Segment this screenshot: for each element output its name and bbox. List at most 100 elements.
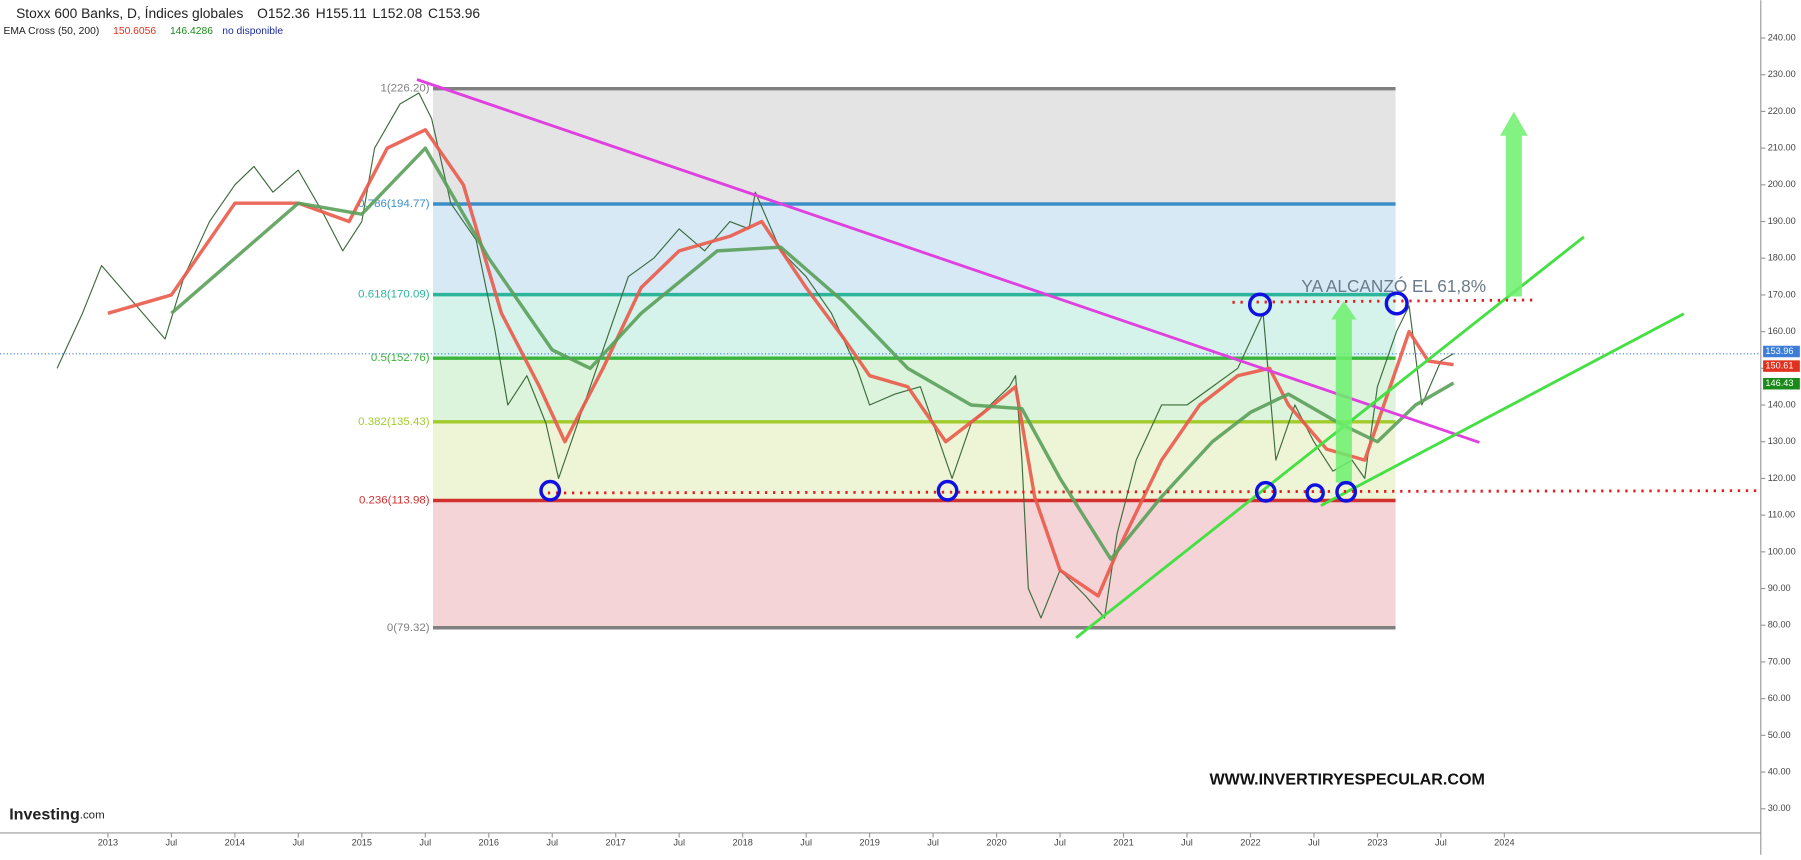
y-tick-label: 140.00 [1768, 399, 1796, 409]
y-tick-label: 100.00 [1768, 546, 1796, 556]
indicator-name: EMA Cross (50, 200) [3, 26, 99, 37]
x-tick-label: 2017 [606, 838, 626, 848]
circle [1247, 292, 1273, 317]
drawings [416, 78, 1761, 639]
fib-band [433, 88, 1396, 205]
ema-line [107, 128, 1454, 598]
logo-text: Investing [9, 806, 80, 824]
y-tick-label: 40.00 [1768, 766, 1791, 776]
x-tick-label: Jul [419, 838, 431, 848]
price-box [1763, 360, 1800, 372]
labels: YA ALCANZÓ EL 61,8% WWW.INVERTIRYESPECUL… [3, 5, 1486, 824]
fib-label: 1(226.20) [380, 83, 429, 95]
x-tick-label: 2014 [225, 838, 245, 848]
y-tick-label: 190.00 [1768, 216, 1796, 226]
x-tick-label: 2021 [1113, 838, 1133, 848]
x-tick-label: Jul [1054, 838, 1066, 848]
y-tick-label: 90.00 [1768, 583, 1791, 593]
ohlc-key: H [316, 6, 326, 21]
circle [936, 479, 959, 502]
y-tick-label: 160.00 [1768, 326, 1796, 336]
x-tick-label: Jul [166, 838, 178, 848]
y-tick-label: 70.00 [1768, 656, 1791, 666]
chart-title: Stoxx 600 Banks, D, Índices globales [16, 5, 243, 21]
ohlc-value: 152.08 [380, 6, 422, 21]
indicator-value: 150.6056 [113, 26, 156, 37]
circle [1305, 483, 1325, 503]
header: Stoxx 600 Banks, D, Índices globales O152… [16, 5, 480, 21]
arrow [1500, 111, 1528, 297]
trendline [1320, 312, 1685, 507]
y-tick-label: 80.00 [1768, 620, 1791, 630]
fib-label: 0.618(170.09) [358, 289, 430, 301]
logo-suffix: .com [80, 810, 105, 822]
y-axis-strip [1760, 0, 1801, 855]
fib-band [433, 500, 1396, 628]
y-tick-label: 120.00 [1768, 473, 1796, 483]
annotation: YA ALCANZÓ EL 61,8% [1301, 276, 1486, 296]
x-tick-label: Jul [927, 838, 939, 848]
x-tick-label: Jul [673, 838, 685, 848]
x-tick-label: 2013 [98, 838, 118, 848]
price-box-label: 153.96 [1765, 346, 1793, 356]
y-tick-label: 210.00 [1768, 143, 1796, 153]
y-tick-label: 50.00 [1768, 730, 1791, 740]
x-tick-label: Jul [1181, 838, 1193, 848]
y-tick-label: 220.00 [1768, 106, 1796, 116]
circles [539, 291, 1409, 503]
x-tick-label: Jul [546, 838, 558, 848]
x-tick-label: Jul [800, 838, 812, 848]
indicator: EMA Cross (50, 200) 150.6056 146.4286 no di… [3, 26, 283, 37]
x-tick-label: Jul [1308, 838, 1320, 848]
x-tick-label: 2022 [1240, 838, 1260, 848]
y-tick-label: 30.00 [1768, 803, 1791, 813]
ohlc-key: L [372, 6, 380, 21]
trendline [416, 78, 1480, 444]
y-tick-label: 170.00 [1768, 289, 1796, 299]
watermark: WWW.INVERTIRYESPECULAR.COM [1209, 770, 1484, 788]
ohlc-value: 155.11 [326, 6, 367, 21]
price-box-label: 146.43 [1765, 378, 1793, 388]
circle [1384, 291, 1409, 316]
ohlc-key: O [257, 6, 268, 21]
arrow [1331, 301, 1357, 483]
y-tick-label: 240.00 [1768, 32, 1796, 42]
logo: Investing.com [9, 806, 104, 824]
price-box [1763, 377, 1800, 390]
resistance-line [1232, 298, 1534, 304]
x-tick-label: Jul [292, 838, 304, 848]
ema-line [170, 146, 1455, 561]
y-tick-label: 130.00 [1768, 436, 1796, 446]
fib-label: 0(79.32) [387, 622, 430, 634]
indicator-value: 146.4286 [170, 26, 213, 37]
circle [539, 479, 562, 502]
circle [1335, 480, 1358, 503]
x-tick-label: 2024 [1494, 838, 1514, 848]
y-tick-label: 200.00 [1768, 179, 1796, 189]
trendline [1075, 235, 1585, 639]
x-tick-label: Jul [1435, 838, 1447, 848]
fib-bands: 1(226.20)0.786(194.77)0.618(170.09)0.5(1… [358, 83, 1396, 634]
x-tick-label: 2020 [986, 838, 1006, 848]
fib-label: 0.382(135.43) [358, 416, 430, 428]
x-tick-label: 2023 [1367, 838, 1387, 848]
ohlc-value: 153.96 [438, 6, 480, 21]
ohlc-value: 152.36 [268, 6, 310, 21]
y-tick-label: 230.00 [1768, 69, 1796, 79]
price-box [1763, 345, 1800, 358]
x-tick-label: 2019 [859, 838, 879, 848]
y-tick-label: 180.00 [1768, 253, 1796, 263]
x-tick-label: 2018 [732, 838, 752, 848]
y-tick-label: 110.00 [1768, 510, 1795, 520]
fib-label: 0.236(113.98) [359, 495, 430, 507]
x-tick-label: 2016 [479, 838, 499, 848]
x-tick-label: 2015 [352, 838, 372, 848]
fib-band [433, 421, 1396, 501]
fib-label: 0.5(152.76) [371, 352, 430, 364]
y-tick-label: 60.00 [1768, 693, 1791, 703]
fib-band [433, 294, 1396, 359]
price-box-label: 150.61 [1765, 361, 1793, 371]
